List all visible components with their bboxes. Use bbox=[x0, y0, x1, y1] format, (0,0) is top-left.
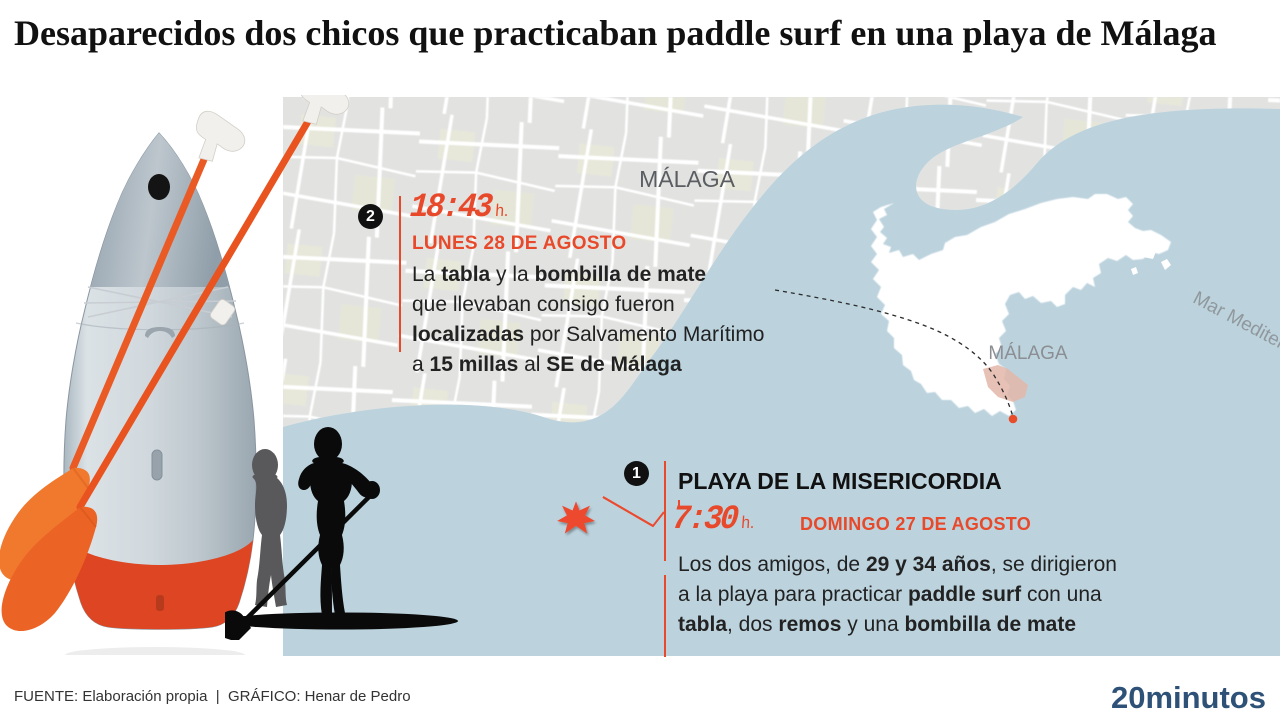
svg-text:MÁLAGA: MÁLAGA bbox=[988, 343, 1068, 364]
svg-text:MÁLAGA: MÁLAGA bbox=[639, 166, 736, 192]
